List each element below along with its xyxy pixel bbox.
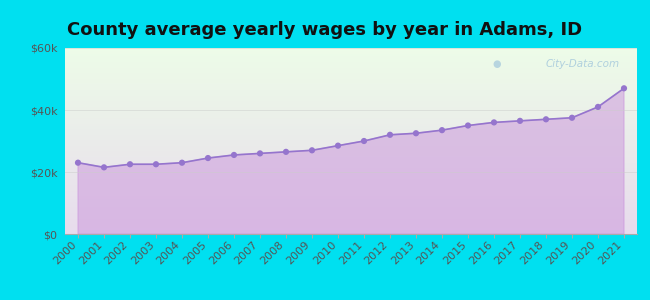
Point [151, 162, 161, 167]
Polygon shape [78, 88, 624, 234]
Point [567, 115, 577, 120]
Point [229, 152, 239, 157]
Point [359, 139, 369, 143]
Point [515, 118, 525, 123]
Text: County average yearly wages by year in Adams, ID: County average yearly wages by year in A… [68, 21, 582, 39]
Point [463, 123, 473, 128]
Point [177, 160, 187, 165]
Point [541, 117, 551, 122]
Point [489, 120, 499, 125]
Point [99, 165, 109, 170]
Point [411, 131, 421, 136]
Point [593, 104, 603, 109]
Point [333, 143, 343, 148]
Point [307, 148, 317, 153]
Point [281, 149, 291, 154]
Point [125, 162, 135, 167]
Text: City-Data.com: City-Data.com [546, 59, 620, 69]
Point [385, 132, 395, 137]
Point [203, 156, 213, 161]
Point [619, 86, 629, 91]
Point [255, 151, 265, 156]
Text: ●: ● [492, 59, 501, 69]
Point [437, 128, 447, 133]
Point [73, 160, 83, 165]
